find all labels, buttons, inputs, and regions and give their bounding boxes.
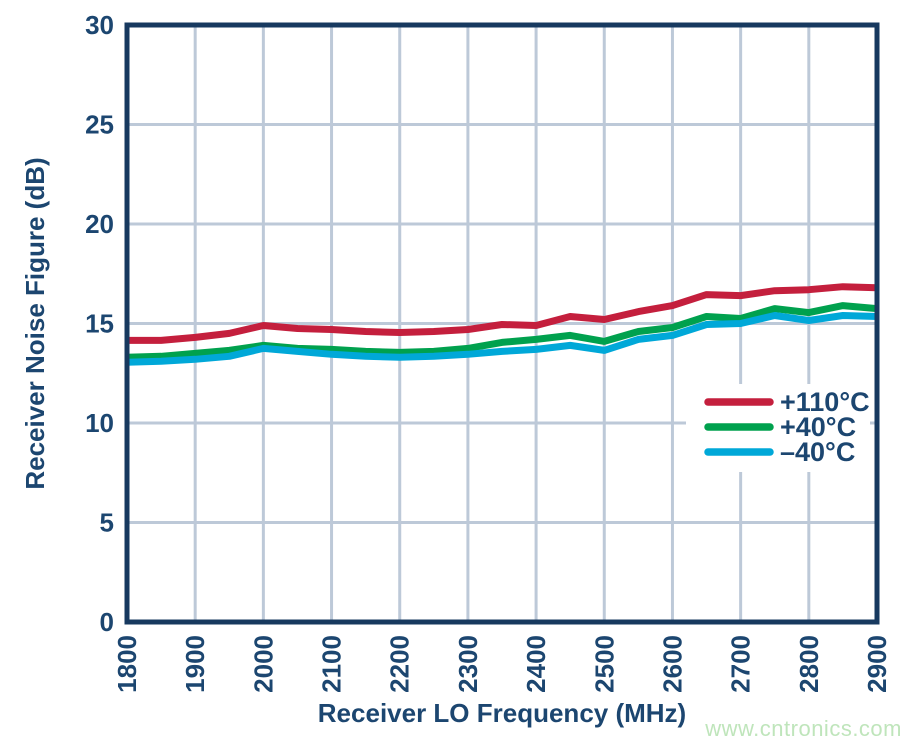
x-tick-label: 2500 — [589, 635, 619, 693]
watermark-text: www.cntronics.com — [705, 716, 902, 741]
y-tick-label: 25 — [85, 110, 114, 140]
y-axis-title: Receiver Noise Figure (dB) — [20, 157, 50, 489]
x-tick-label: 2000 — [248, 635, 278, 693]
x-tick-label: 2200 — [385, 635, 415, 693]
x-tick-label: 2300 — [453, 635, 483, 693]
x-tick-label: 1900 — [180, 635, 210, 693]
x-tick-label: 2700 — [726, 635, 756, 693]
y-tick-label: 0 — [100, 607, 114, 637]
x-tick-label: 2800 — [794, 635, 824, 693]
series-line-1 — [126, 302, 878, 361]
y-tick-label: 10 — [85, 408, 114, 438]
series-line-2 — [126, 312, 878, 366]
y-tick-label: 5 — [100, 508, 114, 538]
y-tick-label: 15 — [85, 309, 114, 339]
series-line-0 — [127, 283, 878, 344]
legend-label-0: +110°C — [780, 387, 870, 417]
y-tick-label: 30 — [85, 10, 114, 40]
x-tick-label: 2100 — [317, 635, 347, 693]
y-tick-label: 20 — [85, 209, 114, 239]
x-tick-label: 2600 — [657, 635, 687, 693]
legend-label-2: –40°C — [780, 437, 855, 467]
x-axis-title: Receiver LO Frequency (MHz) — [318, 698, 686, 728]
x-tick-label: 2900 — [862, 635, 892, 693]
x-tick-label: 2400 — [521, 635, 551, 693]
plot-frame — [124, 22, 880, 625]
legend-label-1: +40°C — [780, 412, 856, 442]
x-tick-label: 1800 — [112, 635, 142, 693]
